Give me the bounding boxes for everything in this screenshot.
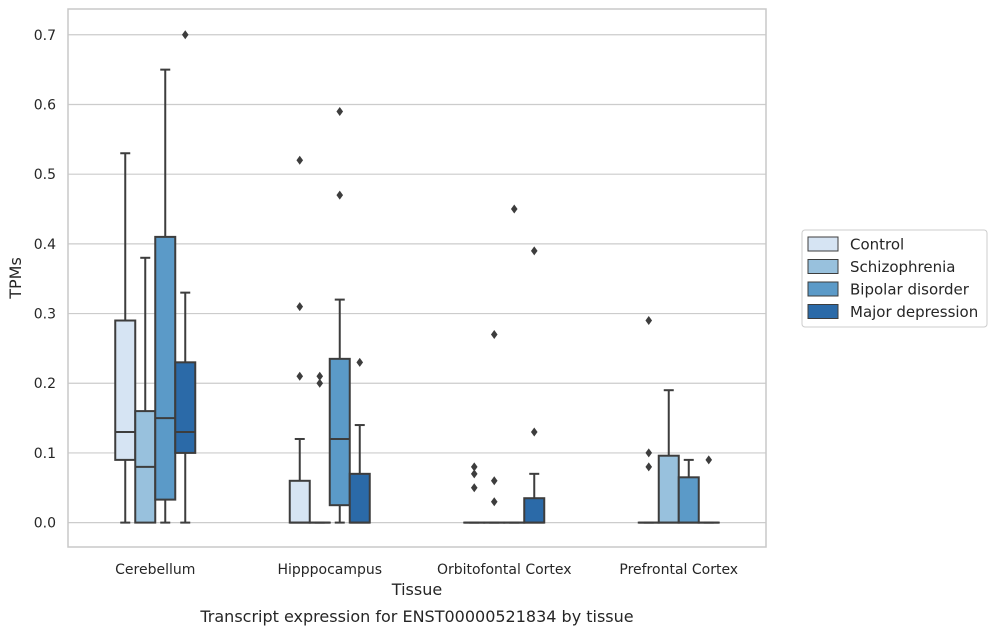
x-axis-label: Tissue	[391, 580, 442, 599]
outlier-point	[336, 190, 344, 200]
outlier-point	[296, 302, 304, 312]
box-body	[114, 319, 137, 461]
outlier-point	[490, 497, 498, 507]
legend-swatch	[807, 259, 839, 274]
y-tick-label: 0.5	[34, 167, 56, 183]
legend-swatch	[807, 236, 839, 252]
legend-label: Major depression	[850, 303, 978, 321]
legend-swatch	[807, 304, 839, 319]
outlier-point	[470, 469, 478, 479]
outlier-point	[705, 455, 713, 465]
y-tick-label: 0.6	[34, 97, 56, 113]
legend-frame	[801, 229, 988, 328]
y-tick-label: 0.0	[34, 516, 56, 532]
y-tick-label: 0.7	[34, 28, 56, 44]
box-body	[348, 472, 371, 524]
outlier-point	[181, 30, 189, 40]
outlier-point	[645, 448, 653, 458]
outlier-point	[530, 246, 538, 256]
box-bipolar-disorder	[328, 106, 351, 524]
outlier-point	[510, 204, 518, 214]
legend: Control Schizophrenia Bipolar disorder Majo…	[801, 229, 988, 328]
y-tick-label: 0.2	[34, 376, 56, 392]
outlier-point	[356, 357, 364, 367]
box-body	[328, 357, 351, 507]
box-schizophrenia	[483, 329, 506, 524]
box-major-depression	[174, 30, 197, 524]
box-control	[114, 152, 137, 524]
chart-caption: Transcript expression for ENST0000052183…	[199, 607, 633, 626]
box-major-depression	[523, 246, 546, 524]
box-body	[174, 361, 197, 454]
box-major-depression	[348, 357, 371, 524]
outlier-point	[316, 378, 324, 388]
x-axis-ticks: Cerebellum Hipppocampus Orbitofontal Corte…	[115, 562, 738, 578]
box-control	[288, 155, 311, 524]
y-axis-ticks: 0.0 0.1 0.2 0.3 0.4 0.5 0.6 0.7	[34, 28, 56, 532]
outlier-point	[645, 462, 653, 472]
x-tick-label: Orbitofontal Cortex	[437, 562, 572, 578]
x-tick-label: Cerebellum	[115, 562, 195, 578]
legend-label: Control	[850, 236, 904, 254]
box-schizophrenia	[308, 371, 331, 524]
legend-label: Schizophrenia	[850, 258, 955, 276]
box-body	[288, 479, 311, 524]
box-body	[677, 476, 700, 524]
outlier-point	[470, 462, 478, 472]
outlier-point	[316, 371, 324, 381]
outlier-point	[490, 329, 498, 339]
y-tick-label: 0.3	[34, 307, 56, 323]
box-major-depression	[697, 455, 720, 524]
legend-swatch	[807, 281, 839, 297]
boxes	[114, 30, 720, 524]
y-tick-label: 0.4	[34, 237, 56, 253]
outlier-point	[296, 155, 304, 165]
box-control	[637, 316, 660, 524]
box-schizophrenia	[134, 256, 157, 524]
y-tick-label: 0.1	[34, 446, 56, 462]
box-body	[523, 497, 546, 524]
box-schizophrenia	[657, 389, 680, 524]
legend-label: Bipolar disorder	[850, 281, 970, 299]
box-bipolar-disorder	[503, 204, 526, 524]
y-axis-label: TPMs	[6, 257, 25, 300]
box-body	[154, 235, 177, 501]
box-bipolar-disorder	[154, 68, 177, 524]
x-tick-label: Hipppocampus	[277, 562, 382, 578]
box-body	[657, 454, 680, 524]
outlier-point	[490, 476, 498, 486]
box-bipolar-disorder	[677, 458, 700, 524]
box-control	[463, 462, 486, 524]
outlier-point	[296, 371, 304, 381]
outlier-point	[530, 427, 538, 437]
outlier-point	[470, 483, 478, 493]
plot-area-frame	[67, 8, 767, 548]
outlier-point	[336, 106, 344, 116]
x-tick-label: Prefrontal Cortex	[619, 562, 738, 578]
outlier-point	[645, 316, 653, 326]
